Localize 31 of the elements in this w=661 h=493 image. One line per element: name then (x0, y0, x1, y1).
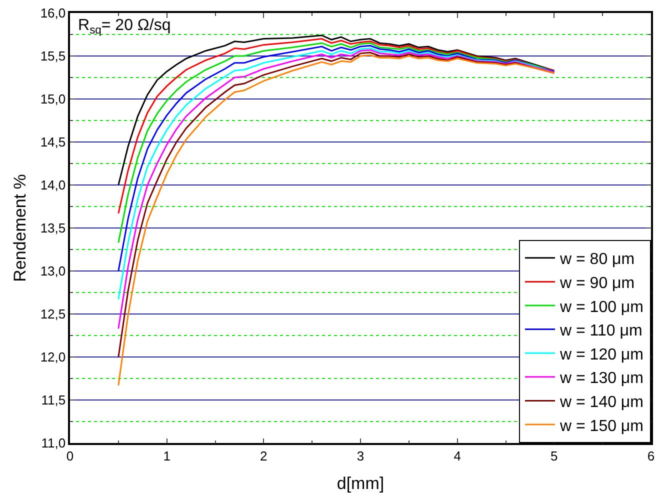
legend-label: w = 150 μm (559, 418, 644, 435)
x-tick-label: 5 (550, 448, 558, 464)
legend-label: w = 130 μm (559, 370, 644, 388)
x-tick-label: 6 (647, 448, 655, 464)
y-tick-label: 16,0 (40, 6, 66, 21)
legend-label: w = 140 μm (559, 394, 644, 411)
y-tick-label: 12,5 (40, 306, 66, 322)
x-axis-title: d[mm] (336, 474, 384, 493)
legend-label: w = 120 μm (559, 346, 644, 364)
y-tick-label: 12,0 (40, 350, 66, 365)
legend-label: w = 90 μm (559, 274, 635, 292)
legend-label: w = 110 μm (559, 322, 642, 340)
x-tick-label: 3 (356, 448, 364, 464)
legend-label: w = 100 μm (559, 298, 644, 316)
y-tick-label: 14,5 (40, 134, 66, 150)
y-tick-label: 13,5 (40, 220, 66, 236)
line-series (118, 34, 555, 186)
y-tick-label: 15,0 (40, 92, 66, 107)
line-series (118, 38, 555, 214)
y-tick-label: 11,0 (41, 436, 66, 451)
y-tick-label: 13,0 (40, 264, 66, 279)
x-tick-label: 0 (66, 448, 74, 464)
x-tick-label: 2 (260, 448, 268, 464)
x-tick-label: 4 (454, 448, 461, 464)
y-tick-label: 14,0 (40, 178, 66, 193)
x-tick-label: 1 (163, 448, 170, 464)
y-axis-title: Rendement % (10, 174, 30, 282)
legend-label: w = 80 μm (559, 251, 635, 268)
annotation: R$_{sq}$= 20 Ω/sq (78, 17, 171, 36)
y-tick-label: 11,5 (41, 392, 66, 408)
y-tick-label: 15,5 (40, 48, 66, 64)
